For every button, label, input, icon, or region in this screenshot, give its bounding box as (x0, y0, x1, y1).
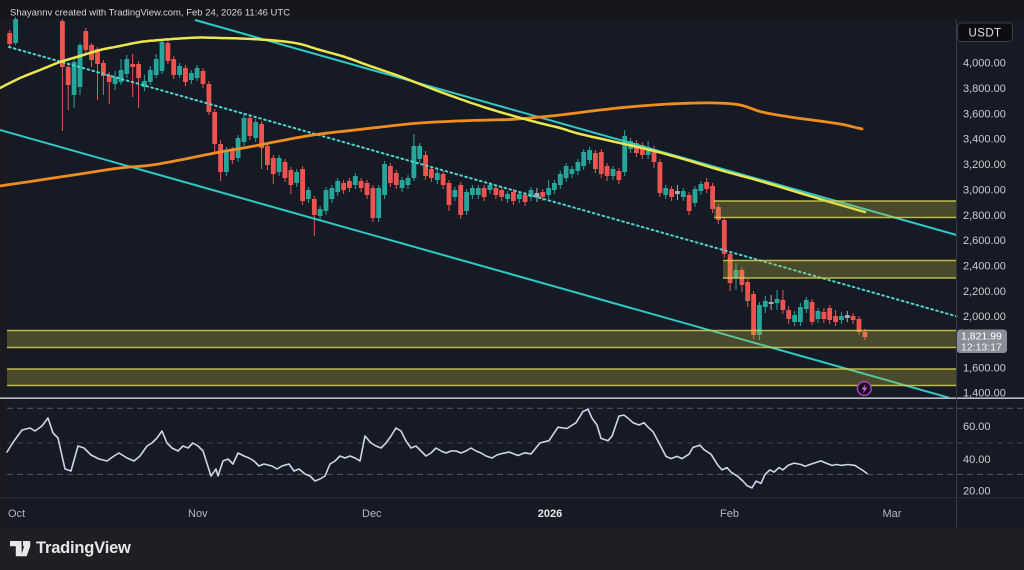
svg-text:2,600.00: 2,600.00 (963, 235, 1006, 247)
svg-text:3,200.00: 3,200.00 (963, 159, 1006, 171)
svg-text:Oct: Oct (8, 508, 25, 520)
svg-text:Mar: Mar (883, 508, 902, 520)
svg-text:Nov: Nov (188, 508, 208, 520)
svg-text:2,800.00: 2,800.00 (963, 210, 1006, 222)
svg-text:60.00: 60.00 (963, 421, 991, 433)
svg-text:3,600.00: 3,600.00 (963, 108, 1006, 120)
svg-text:1,400.00: 1,400.00 (963, 388, 1006, 400)
svg-text:3,000.00: 3,000.00 (963, 184, 1006, 196)
svg-text:2026: 2026 (538, 508, 562, 520)
svg-text:40.00: 40.00 (963, 454, 991, 466)
svg-text:Shayannv created with TradingV: Shayannv created with TradingView.com, F… (10, 8, 290, 19)
svg-text:4,000.00: 4,000.00 (963, 58, 1006, 70)
svg-text:Dec: Dec (362, 508, 382, 520)
svg-text:TradingView: TradingView (36, 539, 131, 557)
svg-text:2,000.00: 2,000.00 (963, 311, 1006, 323)
svg-text:3,400.00: 3,400.00 (963, 134, 1006, 146)
svg-text:2,200.00: 2,200.00 (963, 286, 1006, 298)
svg-text:20.00: 20.00 (963, 486, 991, 498)
svg-text:1,600.00: 1,600.00 (963, 362, 1006, 374)
svg-text:12:13:17: 12:13:17 (961, 342, 1002, 354)
svg-text:2,400.00: 2,400.00 (963, 261, 1006, 273)
svg-text:USDT: USDT (969, 27, 1002, 39)
svg-text:Feb: Feb (720, 508, 739, 520)
svg-text:3,800.00: 3,800.00 (963, 83, 1006, 95)
svg-text:1,821.99: 1,821.99 (961, 331, 1002, 343)
